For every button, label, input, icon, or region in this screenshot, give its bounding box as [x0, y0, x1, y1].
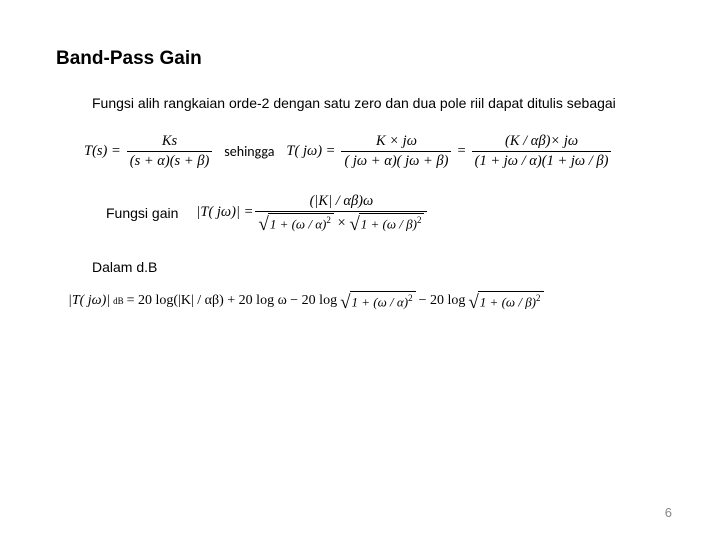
intro-text: Fungsi alih rangkaian orde-2 dengan satu…	[92, 94, 664, 113]
equation-gain-db: |T( jω)|dB = 20 log(|K| / αβ) + 20 log ω…	[68, 291, 664, 310]
equation-gain-magnitude: Fungsi gain |T( jω)| = (|K| / αβ)ω √ 1 +…	[106, 193, 664, 232]
page-number: 6	[665, 505, 672, 520]
slide-title: Band-Pass Gain	[56, 48, 664, 70]
db-label: Dalam d.B	[92, 258, 664, 277]
equation-transfer-function: T(s) = Ks (s + α)(s + β) sehingga T( jω)…	[84, 133, 664, 169]
